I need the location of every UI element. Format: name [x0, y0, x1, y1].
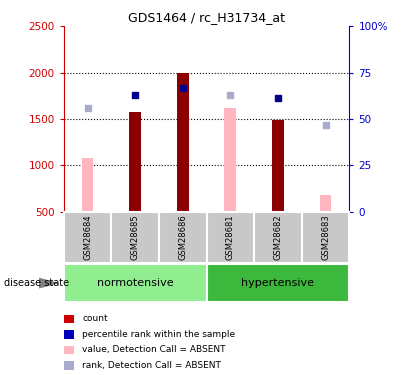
Text: disease state: disease state [4, 278, 69, 288]
Bar [129, 112, 141, 212]
Polygon shape [39, 278, 60, 288]
Text: GSM28682: GSM28682 [273, 214, 282, 260]
Bar [64, 330, 74, 339]
Bar [224, 108, 236, 212]
Text: GSM28685: GSM28685 [131, 214, 140, 260]
Bar [81, 158, 93, 212]
Text: rank, Detection Call = ABSENT: rank, Detection Call = ABSENT [82, 361, 221, 370]
Text: GSM28684: GSM28684 [83, 214, 92, 260]
Bar [320, 195, 332, 212]
Bar [64, 315, 74, 323]
Text: normotensive: normotensive [97, 278, 173, 288]
Bar [64, 212, 111, 262]
Bar [206, 212, 254, 262]
Text: value, Detection Call = ABSENT: value, Detection Call = ABSENT [82, 345, 226, 354]
Bar [64, 346, 74, 354]
Bar [272, 120, 284, 212]
Text: GSM28681: GSM28681 [226, 214, 235, 260]
Bar [64, 361, 74, 370]
Text: percentile rank within the sample: percentile rank within the sample [82, 330, 236, 339]
Bar [302, 212, 349, 262]
Text: count: count [82, 315, 108, 324]
Bar [206, 264, 349, 302]
Bar [64, 264, 206, 302]
Bar [177, 73, 189, 212]
Text: GSM28683: GSM28683 [321, 214, 330, 260]
Bar [111, 212, 159, 262]
Text: hypertensive: hypertensive [241, 278, 314, 288]
Text: GSM28686: GSM28686 [178, 214, 187, 260]
Bar [254, 212, 302, 262]
Bar [159, 212, 206, 262]
Title: GDS1464 / rc_H31734_at: GDS1464 / rc_H31734_at [128, 11, 285, 24]
